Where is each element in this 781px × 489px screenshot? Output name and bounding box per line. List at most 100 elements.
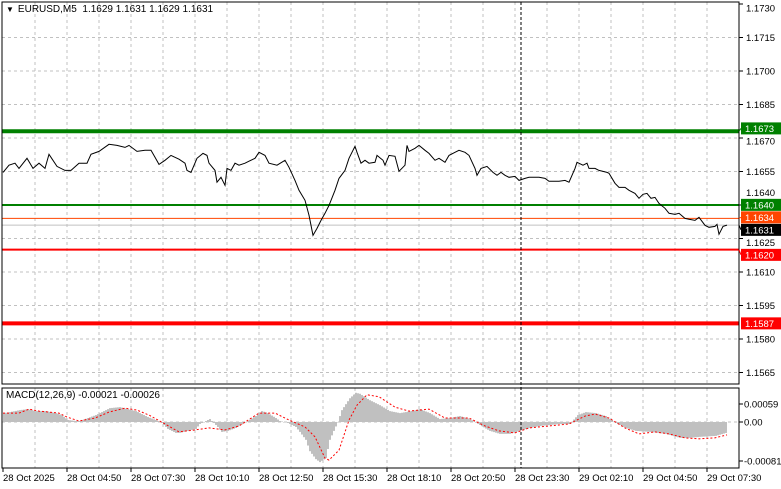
y-tick-label: 1.1715 [746, 33, 775, 44]
x-tick-label: 29 Oct 04:50 [643, 473, 697, 484]
macd-histogram-bar [213, 422, 215, 423]
macd-histogram-bar [121, 407, 123, 422]
macd-histogram-bar [389, 411, 391, 422]
y-tick-label: 1.1685 [746, 100, 775, 111]
macd-histogram-bar [559, 422, 561, 424]
macd-histogram-bar [101, 412, 103, 422]
macd-histogram-bar [431, 414, 433, 422]
macd-histogram-bar [711, 422, 713, 437]
macd-histogram-bar [429, 413, 431, 422]
x-tick-label: 28 Oct 10:10 [195, 473, 249, 484]
macd-histogram-bar [81, 420, 83, 422]
macd-histogram-bar [189, 422, 191, 431]
macd-histogram-bar [391, 411, 393, 422]
macd-histogram-bar [113, 407, 115, 422]
macd-histogram-bar [217, 422, 219, 427]
macd-histogram-bar [553, 422, 555, 425]
macd-histogram-bar [427, 412, 429, 422]
triangle-down-icon[interactable]: ▼ [6, 5, 14, 14]
macd-histogram-bar [221, 422, 223, 432]
y-tick-label: 1.1640 [746, 188, 775, 199]
macd-histogram-bar [227, 422, 229, 431]
macd-histogram-bar [329, 422, 331, 440]
macd-histogram-bar [175, 422, 177, 433]
macd-histogram-bar [313, 422, 315, 457]
macd-histogram-bar [409, 411, 411, 422]
x-tick-label: 29 Oct 02:10 [579, 473, 633, 484]
macd-pane-frame [1, 387, 740, 469]
macd-histogram-bar [589, 412, 591, 422]
macd-histogram-bar [275, 418, 277, 422]
macd-histogram-bar [605, 416, 607, 422]
macd-histogram-bar [129, 409, 131, 422]
macd-histogram-bar [59, 414, 61, 422]
x-tick-label: 28 Oct 04:50 [67, 473, 121, 484]
macd-histogram-bar [301, 422, 303, 435]
macd-histogram-bar [557, 422, 559, 425]
macd-histogram-bar [683, 422, 685, 438]
macd-histogram-bar [63, 416, 65, 422]
macd-histogram-bar [475, 422, 477, 423]
macd-histogram-bar [191, 422, 193, 430]
macd-histogram-bar [519, 422, 521, 431]
macd-histogram-bar [457, 416, 459, 422]
macd-histogram-bar [147, 417, 149, 422]
macd-signal-line [3, 394, 728, 461]
macd-histogram-bar [471, 420, 473, 422]
macd-histogram-bar [671, 422, 673, 436]
macd-histogram-bar [549, 422, 551, 425]
macd-histogram-bar [385, 408, 387, 422]
macd-histogram-bar [251, 418, 253, 422]
macd-histogram-bar [187, 422, 189, 431]
price-level-label-bg [741, 317, 781, 330]
macd-histogram-bar [721, 422, 723, 435]
price-level-label: 1.1673 [745, 124, 774, 135]
macd-histogram-bar [397, 412, 399, 422]
macd-histogram-bar [687, 422, 689, 438]
macd-histogram-bar [415, 410, 417, 422]
macd-histogram-bar [535, 422, 537, 427]
main-pane-frame [1, 1, 740, 385]
macd-histogram-bar [235, 422, 237, 428]
macd-histogram-bar [587, 412, 589, 422]
macd-histogram-bar [277, 419, 279, 422]
macd-histogram-bar [317, 422, 319, 461]
macd-histogram-bar [615, 422, 617, 423]
macd-histogram-bar [503, 422, 505, 434]
macd-histogram-bar [339, 416, 341, 422]
macd-histogram-bar [645, 422, 647, 432]
macd-histogram-bar [291, 422, 293, 425]
macd-histogram-bar [651, 422, 653, 433]
macd-histogram-bar [443, 418, 445, 422]
macd-histogram-bar [215, 422, 217, 425]
macd-histogram-bar [639, 422, 641, 432]
y-tick-label: 1.1730 [746, 4, 775, 15]
macd-histogram-bar [505, 422, 507, 434]
macd-histogram-bar [577, 415, 579, 422]
macd-histogram-bar [421, 409, 423, 422]
macd-histogram-bar [327, 422, 329, 449]
macd-histogram-bar [287, 422, 289, 423]
macd-histogram-bar [345, 404, 347, 422]
price-level-label-bg [741, 223, 781, 236]
macd-histogram-bar [655, 422, 657, 433]
x-tick-label: 28 Oct 07:30 [131, 473, 185, 484]
macd-histogram-bar [547, 422, 549, 426]
macd-histogram-bar [435, 416, 437, 422]
macd-histogram-bar [433, 415, 435, 422]
macd-histogram-bar [525, 422, 527, 430]
macd-histogram-bar [595, 413, 597, 422]
macd-histogram-bar [467, 418, 469, 422]
macd-histogram-bar [493, 422, 495, 433]
macd-histogram-bar [29, 409, 31, 422]
macd-histogram-bar [637, 422, 639, 432]
macd-histogram-bar [171, 422, 173, 431]
macd-histogram-bar [629, 422, 631, 430]
macd-histogram-bar [9, 412, 11, 422]
macd-histogram-bar [555, 422, 557, 425]
macd-histogram-bar [31, 410, 33, 422]
macd-histogram-bar [281, 421, 283, 423]
price-level-label-bg [741, 248, 781, 261]
macd-histogram-bar [715, 422, 717, 436]
